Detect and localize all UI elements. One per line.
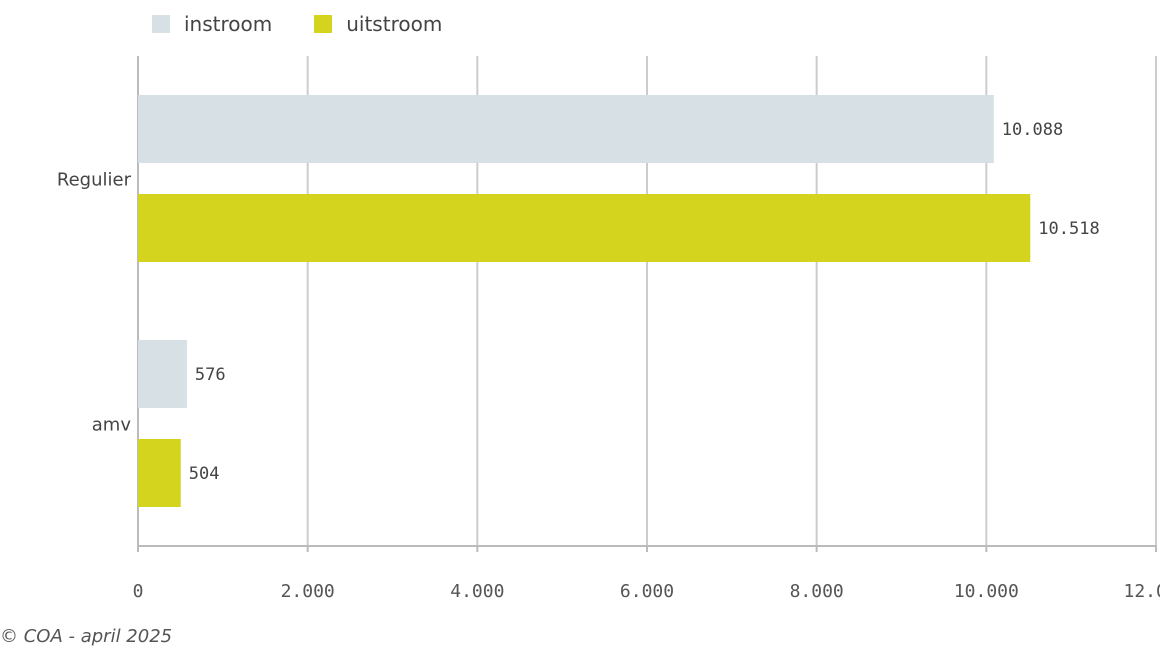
x-tick-label: 6.000 [620,581,674,602]
bar-chart: 0 2.000 4.000 6.000 8.000 10.000 12.000 Regulie… [57,56,1160,602]
bar-uitstroom [138,194,1031,262]
bar-instroom [138,340,187,408]
legend-swatch-instroom [152,15,170,33]
legend-label-uitstroom: uitstroom [346,12,443,36]
x-tick-label: 0 [133,581,144,602]
data-label: 10.518 [1038,219,1099,239]
category-label: amv [92,415,132,436]
legend-item-uitstroom: uitstroom [314,12,442,36]
bar-instroom [138,95,994,163]
bar-uitstroom [138,439,181,507]
x-tick-label: 2.000 [281,581,335,602]
legend-swatch-uitstroom [314,15,333,33]
footnote: © COA - april 2025 [0,626,173,647]
x-tick-label: 8.000 [790,581,844,602]
legend-item-instroom: instroom [152,12,272,36]
x-tick-label: 12.000 [1123,581,1160,602]
data-label: 504 [189,464,220,484]
category-label: Regulier [57,170,132,191]
data-label: 576 [195,365,226,385]
x-tick-label: 4.000 [450,581,504,602]
chart-legend: instroom uitstroom [152,12,484,36]
legend-label-instroom: instroom [184,12,273,36]
x-tick-label: 10.000 [954,581,1019,602]
data-label: 10.088 [1002,120,1063,140]
